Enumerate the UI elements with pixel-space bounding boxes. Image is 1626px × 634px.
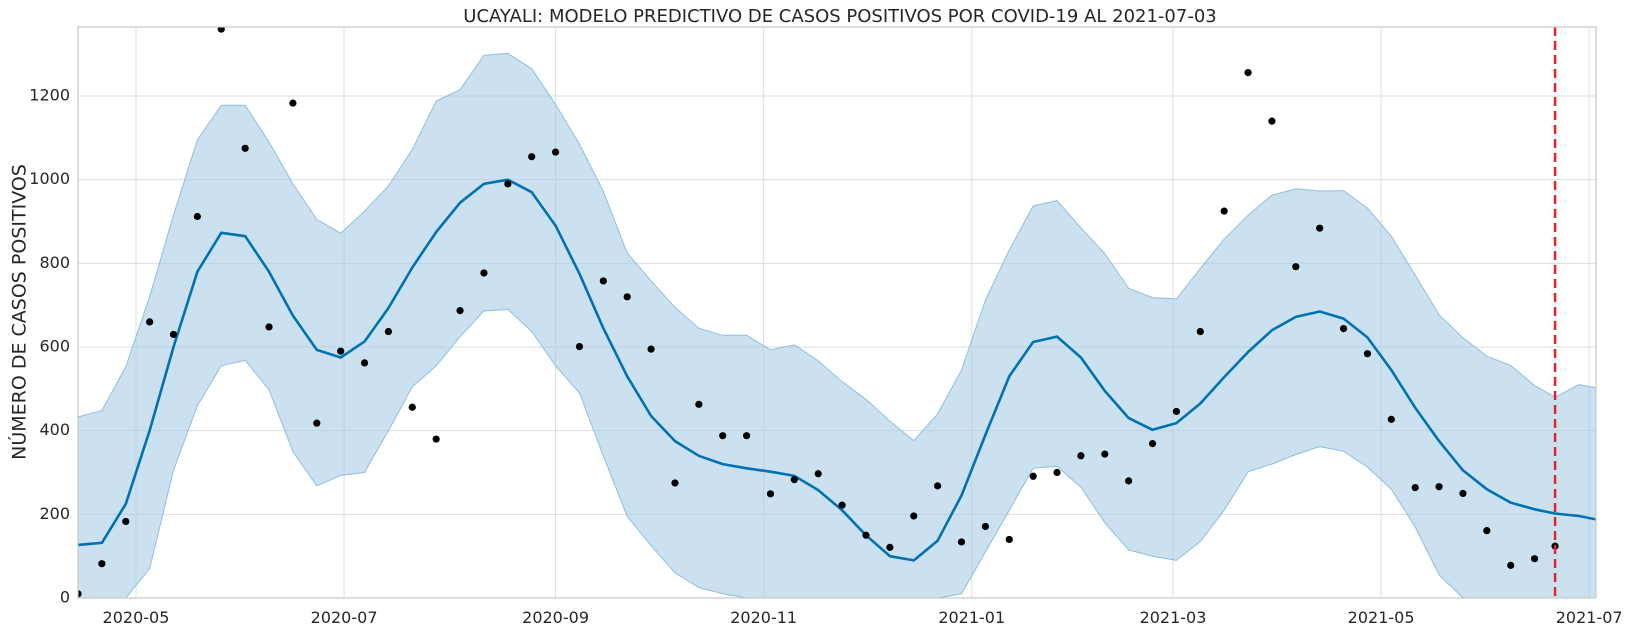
x-tick-label: 2020-09 xyxy=(522,608,589,627)
uncertainty-band xyxy=(78,52,1596,598)
observed-point xyxy=(647,345,655,353)
observed-point xyxy=(78,590,82,598)
observed-point xyxy=(337,347,345,355)
observed-point xyxy=(934,482,942,490)
observed-point xyxy=(1220,207,1228,215)
observed-point xyxy=(1435,483,1443,491)
observed-point xyxy=(193,212,201,221)
observed-point xyxy=(1339,325,1348,333)
observed-point xyxy=(551,148,560,156)
chart-title: UCAYALI: MODELO PREDICTIVO DE CASOS POSI… xyxy=(463,6,1216,27)
x-tick-label: 2021-03 xyxy=(1140,608,1207,627)
x-tick-label: 2021-05 xyxy=(1348,608,1415,627)
observed-point xyxy=(122,517,130,526)
observed-point xyxy=(265,323,273,331)
y-tick-label: 1000 xyxy=(29,169,70,188)
observed-point xyxy=(814,470,822,478)
observed-point xyxy=(408,403,416,411)
observed-point xyxy=(98,560,106,568)
observed-point xyxy=(1029,472,1037,480)
observed-point xyxy=(432,435,440,443)
y-axis-label: NÚMERO DE CASOS POSITIVOS xyxy=(7,164,31,460)
observed-point xyxy=(1387,415,1395,423)
observed-point xyxy=(719,432,727,440)
observed-point xyxy=(623,293,631,301)
observed-point xyxy=(910,512,918,520)
observed-point xyxy=(1530,555,1539,563)
y-tick-label: 200 xyxy=(39,504,70,523)
observed-point xyxy=(384,327,393,336)
observed-point xyxy=(217,27,225,33)
observed-point xyxy=(1005,535,1013,544)
observed-point xyxy=(695,400,703,408)
forecast-line xyxy=(78,178,1596,562)
observed-point xyxy=(862,531,870,539)
observed-point xyxy=(575,342,584,351)
y-tick-label: 0 xyxy=(60,588,70,607)
observed-point xyxy=(169,330,178,339)
observed-point xyxy=(1053,468,1061,477)
observed-point xyxy=(743,432,751,440)
observed-point xyxy=(313,419,321,427)
axis-ticks: 0 200 400 600 800 1000 1200 2020-05 2020-07 2020-… xyxy=(29,86,1622,627)
x-tick-label: 2020-11 xyxy=(730,608,797,627)
observed-point xyxy=(1268,117,1276,125)
y-tick-label: 600 xyxy=(39,337,70,356)
y-tick-label: 1200 xyxy=(29,86,70,105)
observed-point xyxy=(790,476,798,484)
observed-point xyxy=(981,522,989,531)
observed-point xyxy=(289,99,297,107)
observed-point xyxy=(1483,527,1491,535)
x-tick-label: 2021-07 xyxy=(1556,608,1623,627)
observed-point xyxy=(456,307,464,315)
observed-point xyxy=(528,153,536,161)
observed-point xyxy=(1411,483,1419,492)
observed-point xyxy=(1316,224,1324,232)
observed-point xyxy=(886,543,894,551)
observed-point xyxy=(146,318,154,326)
observed-point xyxy=(1507,561,1515,569)
plot-content xyxy=(78,27,1596,598)
observed-point xyxy=(241,144,249,152)
y-tick-label: 800 xyxy=(39,253,70,272)
observed-point xyxy=(1148,440,1157,448)
observed-point xyxy=(957,538,966,546)
observed-point xyxy=(504,180,512,188)
observed-point xyxy=(480,269,488,277)
plot-area xyxy=(77,26,1597,599)
observed-point xyxy=(838,501,846,509)
observed-point xyxy=(1077,452,1085,460)
observed-point xyxy=(1196,327,1204,336)
observed-point xyxy=(1244,68,1252,77)
observed-point xyxy=(360,359,369,367)
observed-point xyxy=(1101,450,1109,458)
observed-point xyxy=(599,277,607,285)
observed-point xyxy=(766,490,775,498)
observed-point xyxy=(1459,489,1467,498)
observed-point xyxy=(1363,350,1372,358)
y-tick-label: 400 xyxy=(39,420,70,439)
x-tick-label: 2020-05 xyxy=(103,608,170,627)
observed-point xyxy=(1292,263,1300,271)
observed-point xyxy=(1125,477,1133,485)
observed-point xyxy=(1172,407,1181,416)
observed-point xyxy=(671,479,679,487)
x-tick-label: 2021-01 xyxy=(938,608,1005,627)
x-tick-label: 2020-07 xyxy=(311,608,378,627)
plot-frame xyxy=(77,26,1597,599)
